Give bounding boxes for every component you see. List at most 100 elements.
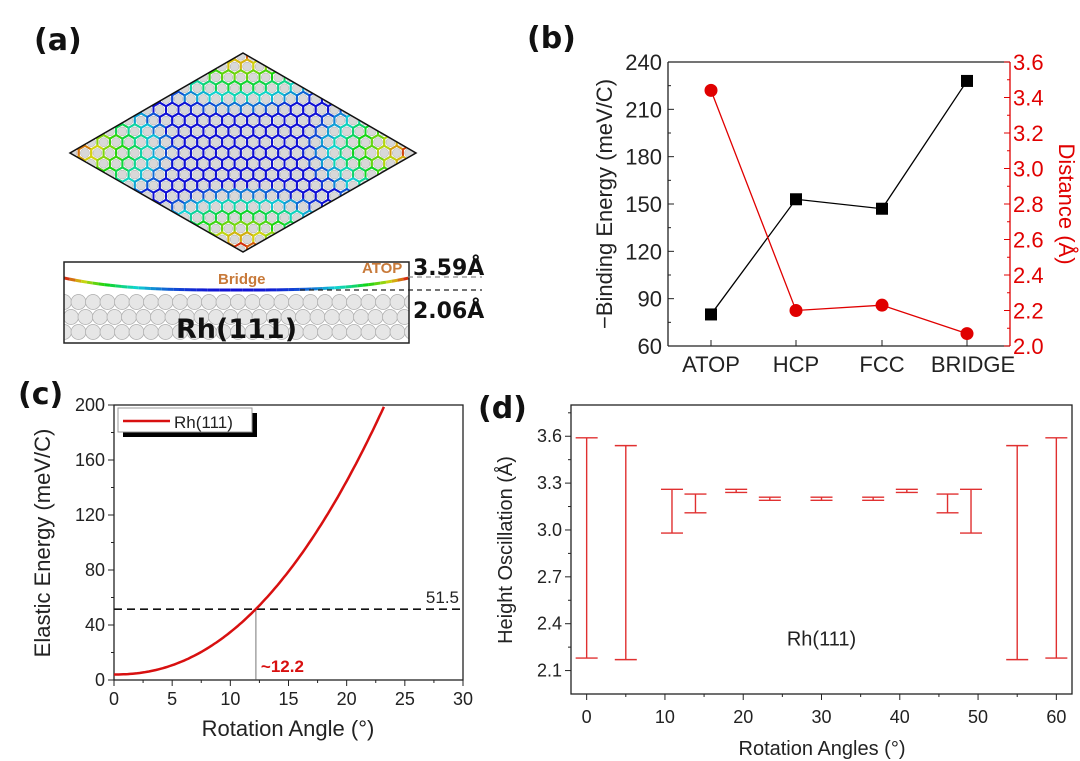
graphene-hexagon: [90, 231, 105, 248]
substrate-atom: [174, 30, 183, 39]
substrate-atom: [404, 126, 414, 137]
substrate-atom: [373, 223, 383, 234]
graphene-hexagon: [345, 69, 361, 86]
substrate-atom: [285, 94, 296, 104]
graphene-hexagon: [41, 167, 54, 181]
substrate-atom: [261, 53, 271, 61]
substrate-atom: [285, 137, 296, 147]
substrate-atom: [423, 116, 432, 125]
substrate-atom: [111, 245, 121, 252]
graphene-hexagon: [165, 209, 180, 227]
graphene-hexagon: [389, 187, 404, 205]
substrate-atom: [86, 202, 96, 212]
substrate-atom: [348, 223, 358, 234]
substrate-atom: [342, 148, 352, 158]
substrate-atom: [304, 105, 315, 115]
substrate-atom: [223, 223, 234, 234]
graphene-hexagon: [48, 200, 61, 214]
substrate-atom: [98, 115, 109, 126]
graphene-hexagon: [358, 220, 373, 237]
substrate-atom: [204, 105, 215, 115]
graphene-hexagon: [333, 198, 348, 216]
graphene-hexagon: [102, 53, 118, 54]
substrate-atom: [117, 126, 128, 137]
graphene-hexagon: [352, 53, 367, 54]
graphene-hexagon: [401, 231, 416, 248]
substrate-atom: [417, 149, 426, 158]
substrate-atom: [298, 159, 308, 169]
substrate-atom: [391, 83, 402, 93]
graphene-hexagon: [127, 209, 143, 227]
graphene-hexagon: [345, 198, 361, 216]
substrate-atom: [98, 202, 109, 212]
graphene-hexagon: [414, 231, 416, 248]
substrate-atom: [142, 234, 153, 245]
substrate-atom: [218, 41, 227, 50]
substrate-atom: [292, 126, 302, 137]
substrate-atom: [317, 105, 327, 115]
substrate-atom-side: [346, 294, 362, 310]
substrate-atom: [204, 234, 215, 245]
graphene-hexagon: [277, 58, 292, 75]
graphene-hexagon: [108, 220, 124, 237]
graphene-hexagon: [140, 58, 155, 75]
substrate-atom: [204, 126, 215, 137]
substrate-atom: [49, 203, 58, 212]
substrate-atom: [136, 137, 146, 147]
graphene-hexagon: [70, 90, 74, 108]
graphene-hexagon: [377, 209, 392, 227]
substrate-atom: [161, 159, 171, 169]
substrate-atom: [49, 73, 58, 82]
substrate-atom: [148, 137, 159, 147]
substrate-atom: [329, 105, 340, 115]
substrate-atom: [360, 137, 371, 147]
graphene-hexagon: [334, 27, 346, 41]
supercell-outline: [68, 52, 418, 253]
substrate-atom: [298, 202, 308, 212]
graphene-hexagon: [347, 27, 360, 41]
graphene-hexagon: [352, 79, 367, 97]
graphene-hexagon: [83, 220, 99, 237]
b-y-tick-label: 210: [625, 97, 662, 122]
substrate-atom: [373, 202, 383, 212]
graphene-hexagon: [54, 189, 66, 203]
substrate-atom: [112, 30, 121, 39]
graphene-hexagon: [96, 198, 111, 216]
substrate-atom: [385, 53, 396, 61]
b-y2-tick-label: 3.0: [1013, 157, 1044, 182]
substrate-atom: [111, 180, 121, 191]
substrate-atom: [173, 223, 184, 234]
substrate-atom: [335, 223, 346, 234]
graphene-hexagon: [41, 103, 54, 117]
graphene-hexagon: [210, 27, 223, 41]
substrate-atom: [111, 137, 121, 147]
substrate-atom: [323, 115, 333, 126]
graphene-hexagon: [71, 241, 86, 252]
graphene-hexagon: [408, 155, 416, 173]
substrate-atom: [186, 137, 196, 147]
graphene-hexagon: [70, 220, 74, 237]
substrate-atom: [348, 53, 358, 61]
graphene-side-segment: [64, 276, 71, 281]
graphene-hexagon: [54, 59, 66, 73]
graphene-hexagon: [252, 53, 267, 54]
graphene-hexagon: [122, 27, 134, 41]
b-binding-energy-line: [710, 80, 968, 315]
substrate-atom: [335, 245, 346, 252]
substrate-atom: [261, 180, 271, 191]
graphene-hexagon: [422, 221, 434, 235]
graphene-hexagon: [327, 231, 342, 248]
substrate-atom: [186, 30, 195, 39]
graphene-hexagon: [83, 69, 99, 86]
b-y-tick-label: 180: [625, 145, 662, 170]
substrate-atom: [192, 126, 202, 137]
b-distance-marker: [960, 327, 974, 341]
substrate-atom: [285, 115, 296, 126]
substrate-atom: [342, 41, 351, 50]
graphene-hexagon: [395, 53, 411, 65]
graphene-hexagon: [285, 27, 297, 41]
graphene-side-segment: [374, 281, 381, 286]
graphene-hexagon: [408, 198, 416, 216]
substrate-atom: [335, 159, 346, 169]
substrate-atom: [267, 148, 277, 158]
